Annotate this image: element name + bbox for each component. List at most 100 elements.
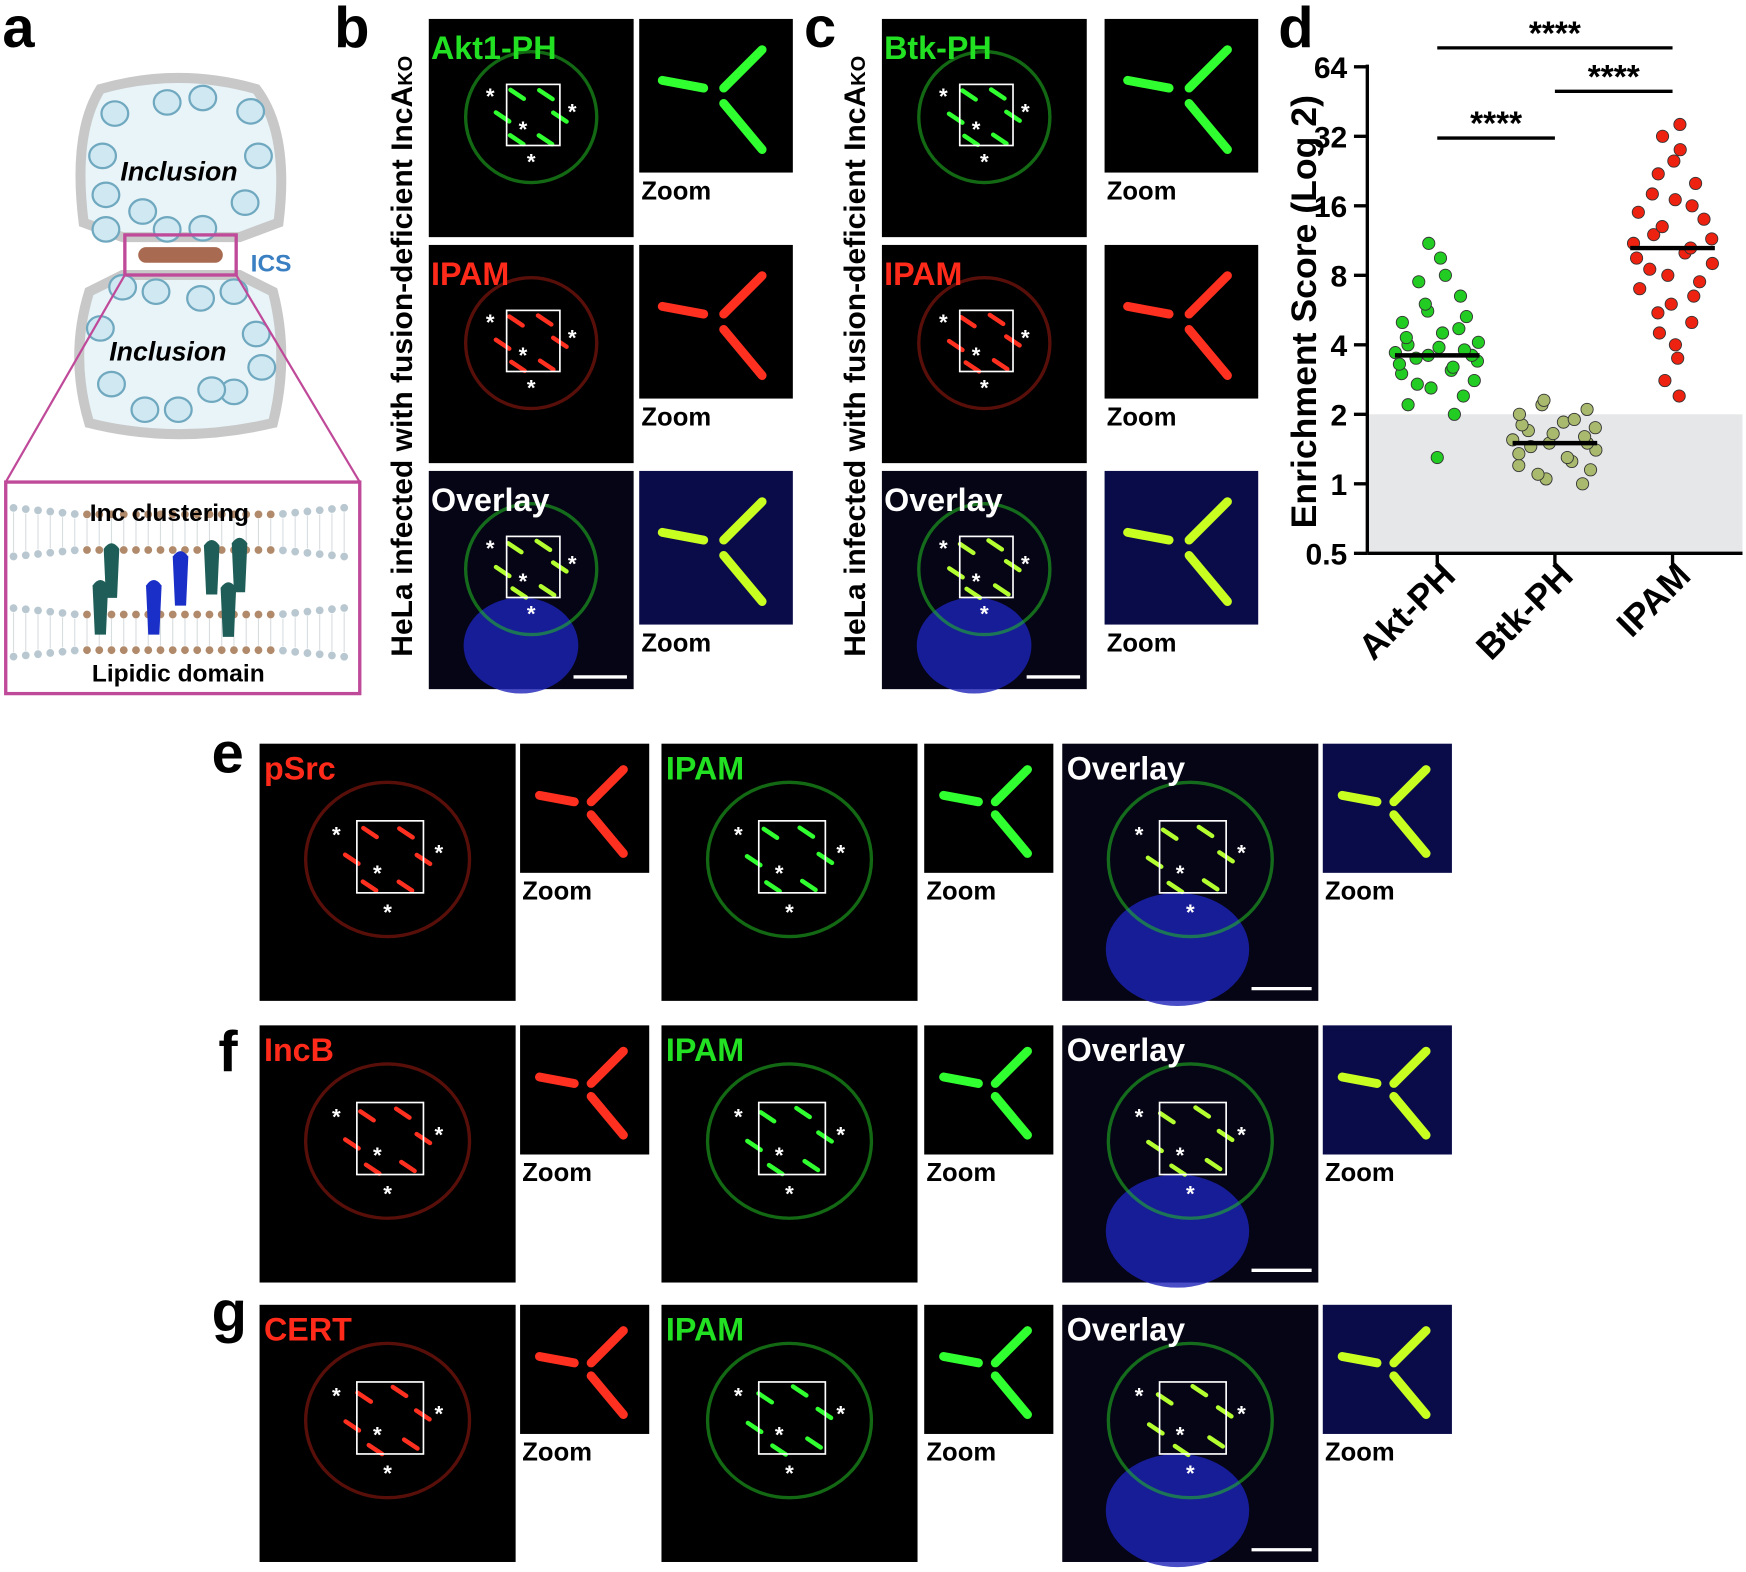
- ics-signal: [538, 583, 557, 598]
- lipid-head: [242, 646, 251, 655]
- lipid-head: [340, 652, 349, 661]
- micrograph: [259, 743, 516, 1001]
- zoom-frame: [356, 820, 425, 894]
- lipid-head: [107, 510, 116, 519]
- y-tick-label: 0.5: [1305, 538, 1347, 571]
- asterisk: *: [373, 861, 382, 886]
- ics-signal: [396, 879, 415, 893]
- zoom-signal: [990, 1091, 1032, 1140]
- lipid-head: [58, 508, 67, 517]
- asterisk: *: [519, 569, 528, 594]
- zoom-signal: [990, 1326, 1032, 1368]
- zoom-line: [235, 274, 361, 483]
- data-point: [1655, 129, 1670, 143]
- lipid-head: [34, 606, 42, 615]
- data-point: [1668, 193, 1682, 207]
- zoom-signal: [657, 301, 709, 319]
- cell-signal: [303, 780, 472, 939]
- cell-signal: [303, 1062, 472, 1220]
- asterisk: *: [734, 1384, 743, 1409]
- side-label-sub: KO: [848, 56, 870, 86]
- inclusion-label: Inclusion: [109, 337, 226, 367]
- side-label-main: HeLa infected with fusion-deficient IncA: [386, 86, 419, 657]
- zoom-signal: [1184, 550, 1232, 606]
- lipid-head: [83, 610, 91, 619]
- asterisk: *: [332, 1104, 341, 1129]
- lipid-head: [95, 546, 104, 554]
- lipid-head: [279, 546, 287, 555]
- zoom-frame: [1158, 820, 1227, 894]
- lipid-head: [119, 646, 128, 655]
- ics-signal: [505, 541, 524, 555]
- bacterium: [243, 142, 273, 170]
- ics-signal: [960, 88, 978, 102]
- zoom-signal: [657, 75, 709, 93]
- lipid-head: [132, 646, 140, 655]
- bacterium: [108, 273, 138, 301]
- lipid-head: [230, 646, 238, 655]
- data-point: [1580, 402, 1594, 416]
- lipid-head: [291, 608, 300, 617]
- zoom-signal: [586, 810, 628, 858]
- bacterium: [236, 97, 266, 125]
- ics-signal: [986, 538, 1005, 552]
- channel-label: IPAM: [666, 1032, 744, 1068]
- asterisk: *: [775, 1422, 784, 1447]
- ics-signal: [393, 1106, 412, 1120]
- zoom-signal: [719, 497, 767, 545]
- asterisk: *: [1135, 1104, 1144, 1129]
- asterisk: *: [373, 1422, 382, 1447]
- inc-protein: [203, 539, 220, 595]
- data-point: [1671, 351, 1685, 365]
- y-axis-label: Enrichment Score (Log 2): [1284, 95, 1324, 528]
- zoom-image: [924, 1025, 1054, 1155]
- zoom-signal: [990, 765, 1032, 807]
- asterisk: *: [785, 1181, 794, 1206]
- lipid-head: [70, 610, 79, 619]
- zoom-signal: [1389, 765, 1431, 807]
- lipid-head: [168, 510, 177, 519]
- data-point: [1667, 154, 1681, 168]
- cell-signal: [463, 501, 599, 637]
- asterisk: *: [568, 551, 577, 576]
- cell-signal: [463, 49, 599, 185]
- asterisk: *: [434, 1402, 443, 1427]
- lipid-head: [328, 651, 336, 660]
- significance-label: ****: [1529, 16, 1581, 53]
- ics-signal: [1193, 1105, 1212, 1119]
- lipid-head: [217, 510, 226, 519]
- zoom-signal: [1123, 301, 1174, 319]
- ics-signal: [958, 315, 977, 329]
- lipid-head: [303, 548, 312, 557]
- lipid-head: [266, 646, 275, 655]
- asterisk: *: [972, 569, 981, 594]
- lipid-head: [315, 506, 324, 515]
- ics-signal: [358, 1109, 376, 1123]
- zoom-label: Zoom: [1325, 1159, 1395, 1187]
- ics-signal: [764, 880, 782, 894]
- lipid-head: [58, 547, 67, 556]
- zoom-signal: [1337, 1352, 1382, 1368]
- zoom-image: [1322, 743, 1452, 873]
- x-tick-label: IPAM: [1609, 555, 1698, 644]
- zoom-signal: [1337, 790, 1382, 807]
- ics-signal: [963, 360, 982, 374]
- zoom-label: Zoom: [1107, 629, 1177, 657]
- data-point: [1512, 447, 1526, 461]
- asterisk: *: [836, 1122, 845, 1147]
- diagram-label: Lipidic domain: [92, 660, 265, 687]
- channel-label: Overlay: [1067, 1032, 1185, 1068]
- ics-signal: [761, 826, 780, 840]
- ics-signal: [987, 312, 1006, 327]
- zoom-signal: [1389, 810, 1431, 858]
- zoom-signal: [719, 324, 767, 380]
- lipid-head: [242, 610, 251, 619]
- data-point: [1672, 389, 1686, 403]
- data-point: [1452, 322, 1466, 336]
- data-point: [1456, 389, 1470, 403]
- data-point: [1583, 463, 1598, 477]
- lipid-head: [217, 646, 226, 655]
- data-point: [1575, 477, 1590, 491]
- asterisk: *: [939, 310, 948, 335]
- zoom-frame: [505, 309, 561, 373]
